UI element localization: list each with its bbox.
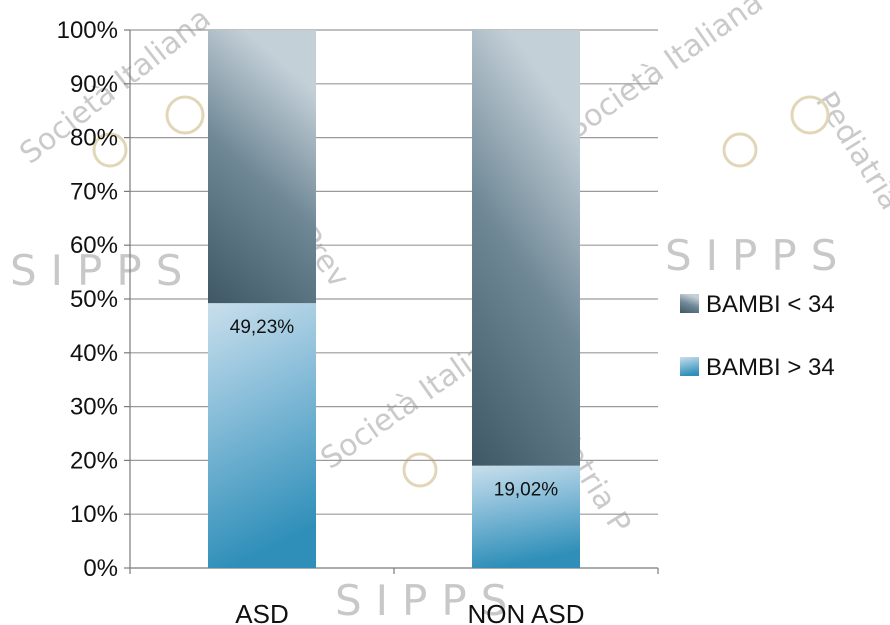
y-tick-label: 0% [83,555,118,582]
y-tick-label: 40% [70,340,118,367]
y-tick-label: 80% [70,125,118,152]
bar-segment-bambi-lt-34 [472,30,580,466]
svg-text:SIPPS: SIPPS [665,231,851,280]
y-tick-label: 70% [70,178,118,205]
category-label: ASD [235,599,288,625]
category-label: NON ASD [467,599,584,625]
y-tick-label: 10% [70,501,118,528]
bars [208,30,580,568]
data-label: 49,23% [230,317,295,338]
y-tick-label: 30% [70,394,118,421]
y-tick-label: 20% [70,447,118,474]
category-labels: ASD NON ASD [235,599,584,625]
y-tick-label: 60% [70,232,118,259]
bar-segment-bambi-gt-34 [472,465,580,568]
legend-label: BAMBI < 34 [706,291,835,318]
y-tick-label: 50% [70,286,118,313]
svg-text:SIPPS: SIPPS [10,246,196,295]
legend: BAMBI < 34 BAMBI > 34 [680,291,835,381]
y-axis: 0% 10% 20% 30% 40% 50% 60% 70% 80% 90% 100% [57,17,659,582]
y-tick-label: 100% [57,17,118,44]
svg-text:Pediatria: Pediatria [808,86,890,217]
legend-swatch [680,357,699,376]
legend-label: BAMBI > 34 [706,354,835,381]
bar-segment-bambi-gt-34 [208,303,316,568]
svg-text:SIPPS: SIPPS [335,576,521,625]
data-labels: 49,23% 19,02% [230,317,559,501]
y-tick-label: 90% [70,71,118,98]
svg-text:Società Italiana di: Società Italiana di [560,0,800,147]
legend-swatch [680,294,699,313]
data-label: 19,02% [494,480,559,501]
bar-segment-bambi-lt-34 [208,30,316,304]
